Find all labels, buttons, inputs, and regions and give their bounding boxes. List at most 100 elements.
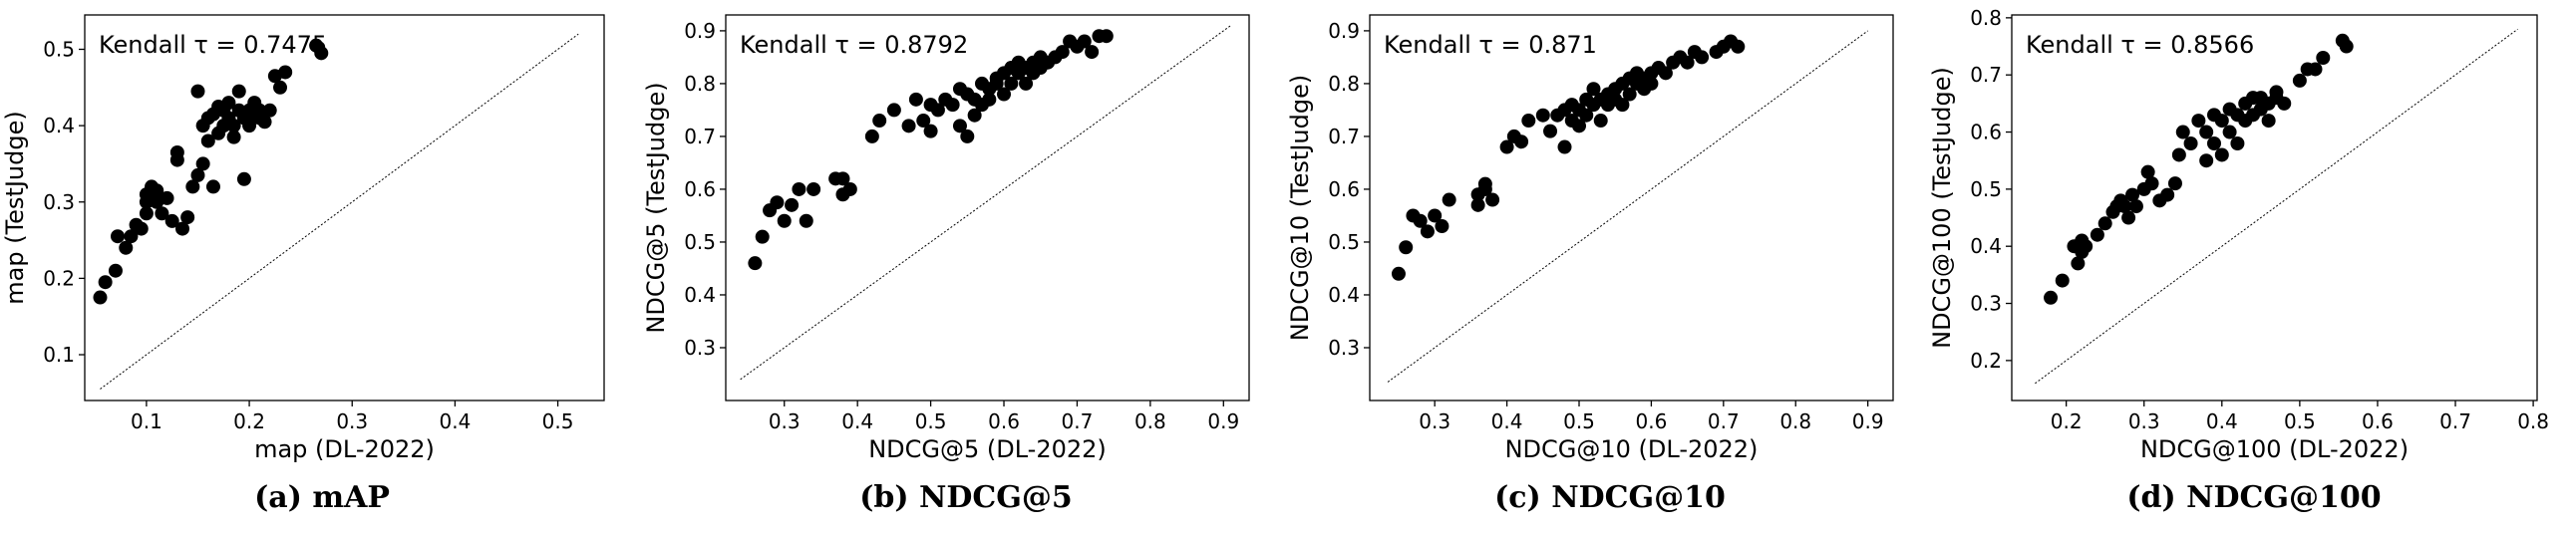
data-point [2121, 210, 2136, 225]
x-tick-label: 0.8 [1779, 409, 1811, 433]
data-point [952, 119, 967, 134]
data-point [901, 119, 916, 134]
chart-panel-c: 0.3 0.4 0.5 0.6 0.7 0.8 0.9 0.3 0.4 0.5 0.6 0.7 0.8 0… [1286, 0, 1932, 534]
y-tick-label: 0.8 [1970, 6, 2002, 30]
data-point [205, 179, 220, 194]
y-tick-label: 0.1 [43, 343, 75, 367]
plot-frame [725, 14, 1250, 401]
y-axis-label: NDCG@5 (TestJudge) [642, 82, 670, 333]
data-point [2167, 176, 2182, 191]
data-point [2175, 125, 2190, 139]
data-point [1680, 55, 1695, 70]
data-point [2183, 136, 2198, 150]
x-tick-label: 0.4 [841, 409, 873, 433]
data-point [1413, 213, 1428, 228]
data-point [1420, 224, 1435, 239]
data-point [2090, 227, 2104, 242]
data-point [1593, 114, 1608, 129]
x-axis-label: NDCG@100 (DL-2022) [2140, 435, 2409, 463]
data-point [982, 92, 997, 107]
x-tick-label: 0.3 [336, 409, 368, 433]
scatter-chart-map: 0.1 0.2 0.3 0.4 0.5 0.1 0.2 0.3 0.4 0.5 map (DL-20… [1, 14, 605, 463]
y-tick-label: 0.2 [43, 266, 75, 290]
data-point [1586, 82, 1601, 97]
y-tick-label: 0.4 [43, 114, 75, 137]
data-point [226, 119, 241, 134]
scatter-chart-ndcg100: 0.2 0.3 0.4 0.5 0.6 0.7 0.8 0.2 0.3 0.4 0.5 0.6 0.7 0… [1928, 6, 2549, 463]
y-axis-label: map (TestJudge) [1, 111, 29, 304]
data-point [2071, 256, 2086, 271]
data-point [886, 103, 901, 118]
y-tick-label: 0.6 [1328, 177, 1360, 201]
y-tick-label: 0.3 [684, 336, 716, 360]
y-tick-label: 0.3 [1328, 336, 1360, 360]
data-point [139, 206, 154, 221]
data-point [755, 229, 770, 244]
x-tick-label: 0.7 [1708, 409, 1740, 433]
data-point [835, 171, 850, 186]
data-point [1731, 39, 1746, 54]
x-tick-label: 0.8 [2517, 409, 2549, 433]
data-point [1019, 76, 1034, 91]
y-tick-label: 0.8 [1328, 72, 1360, 96]
data-point [2125, 187, 2140, 202]
data-point [930, 103, 945, 118]
data-point [2230, 136, 2245, 150]
kendall-tau-annotation: Kendall τ = 0.8792 [740, 31, 968, 59]
diagonal-reference-line [740, 25, 1231, 381]
y-tick-label: 0.4 [1970, 234, 2002, 258]
data-point [770, 195, 785, 210]
data-point [236, 171, 251, 186]
data-point [960, 129, 975, 143]
data-point [1099, 29, 1114, 44]
data-point [231, 84, 246, 99]
data-point [2308, 62, 2323, 77]
data-point [967, 108, 982, 123]
chart-caption: (a) mAP [254, 480, 390, 515]
kendall-tau-annotation: Kendall τ = 0.8566 [2026, 31, 2254, 59]
data-point [278, 65, 293, 80]
y-tick-label: 0.7 [684, 125, 716, 148]
data-point [1557, 139, 1572, 154]
y-tick-label: 0.7 [1970, 63, 2002, 87]
data-point [1435, 219, 1449, 234]
y-tick-label: 0.7 [1328, 125, 1360, 148]
chart-caption: (c) NDCG@10 [1494, 480, 1726, 515]
data-point [864, 129, 879, 143]
y-tick-label: 0.4 [684, 283, 716, 307]
data-point [1442, 192, 1456, 207]
x-axis-label: NDCG@5 (DL-2022) [868, 435, 1107, 463]
data-point [262, 103, 277, 118]
data-point [2191, 114, 2206, 129]
data-point [1085, 45, 1100, 60]
data-point [1514, 134, 1529, 149]
data-point [2206, 136, 2221, 150]
data-point [175, 221, 190, 236]
y-tick-label: 0.5 [43, 37, 75, 61]
data-point [2339, 39, 2354, 54]
data-point [2044, 290, 2059, 305]
data-point [1004, 76, 1019, 91]
data-point [155, 206, 169, 221]
y-tick-label: 0.2 [1970, 349, 2002, 373]
x-axis-label: map (DL-2022) [254, 435, 435, 463]
x-tick-label: 0.5 [915, 409, 947, 433]
data-point [2277, 96, 2292, 111]
chart-panel-a: 0.1 0.2 0.3 0.4 0.5 0.1 0.2 0.3 0.4 0.5 map (DL-20… [0, 0, 644, 534]
x-tick-label: 0.5 [1563, 409, 1595, 433]
plot-frame [84, 14, 605, 401]
data-point [2055, 273, 2070, 288]
data-point [997, 87, 1012, 102]
data-point [1535, 108, 1550, 123]
data-point [842, 181, 857, 196]
data-point [1644, 76, 1659, 91]
data-point [111, 229, 126, 244]
data-point [1622, 87, 1637, 102]
data-point [792, 181, 806, 196]
data-point [134, 221, 149, 236]
data-point [169, 152, 184, 167]
data-point [2214, 114, 2229, 129]
data-point [164, 213, 179, 228]
y-tick-label: 0.6 [1970, 121, 2002, 144]
y-tick-label: 0.3 [1970, 292, 2002, 316]
